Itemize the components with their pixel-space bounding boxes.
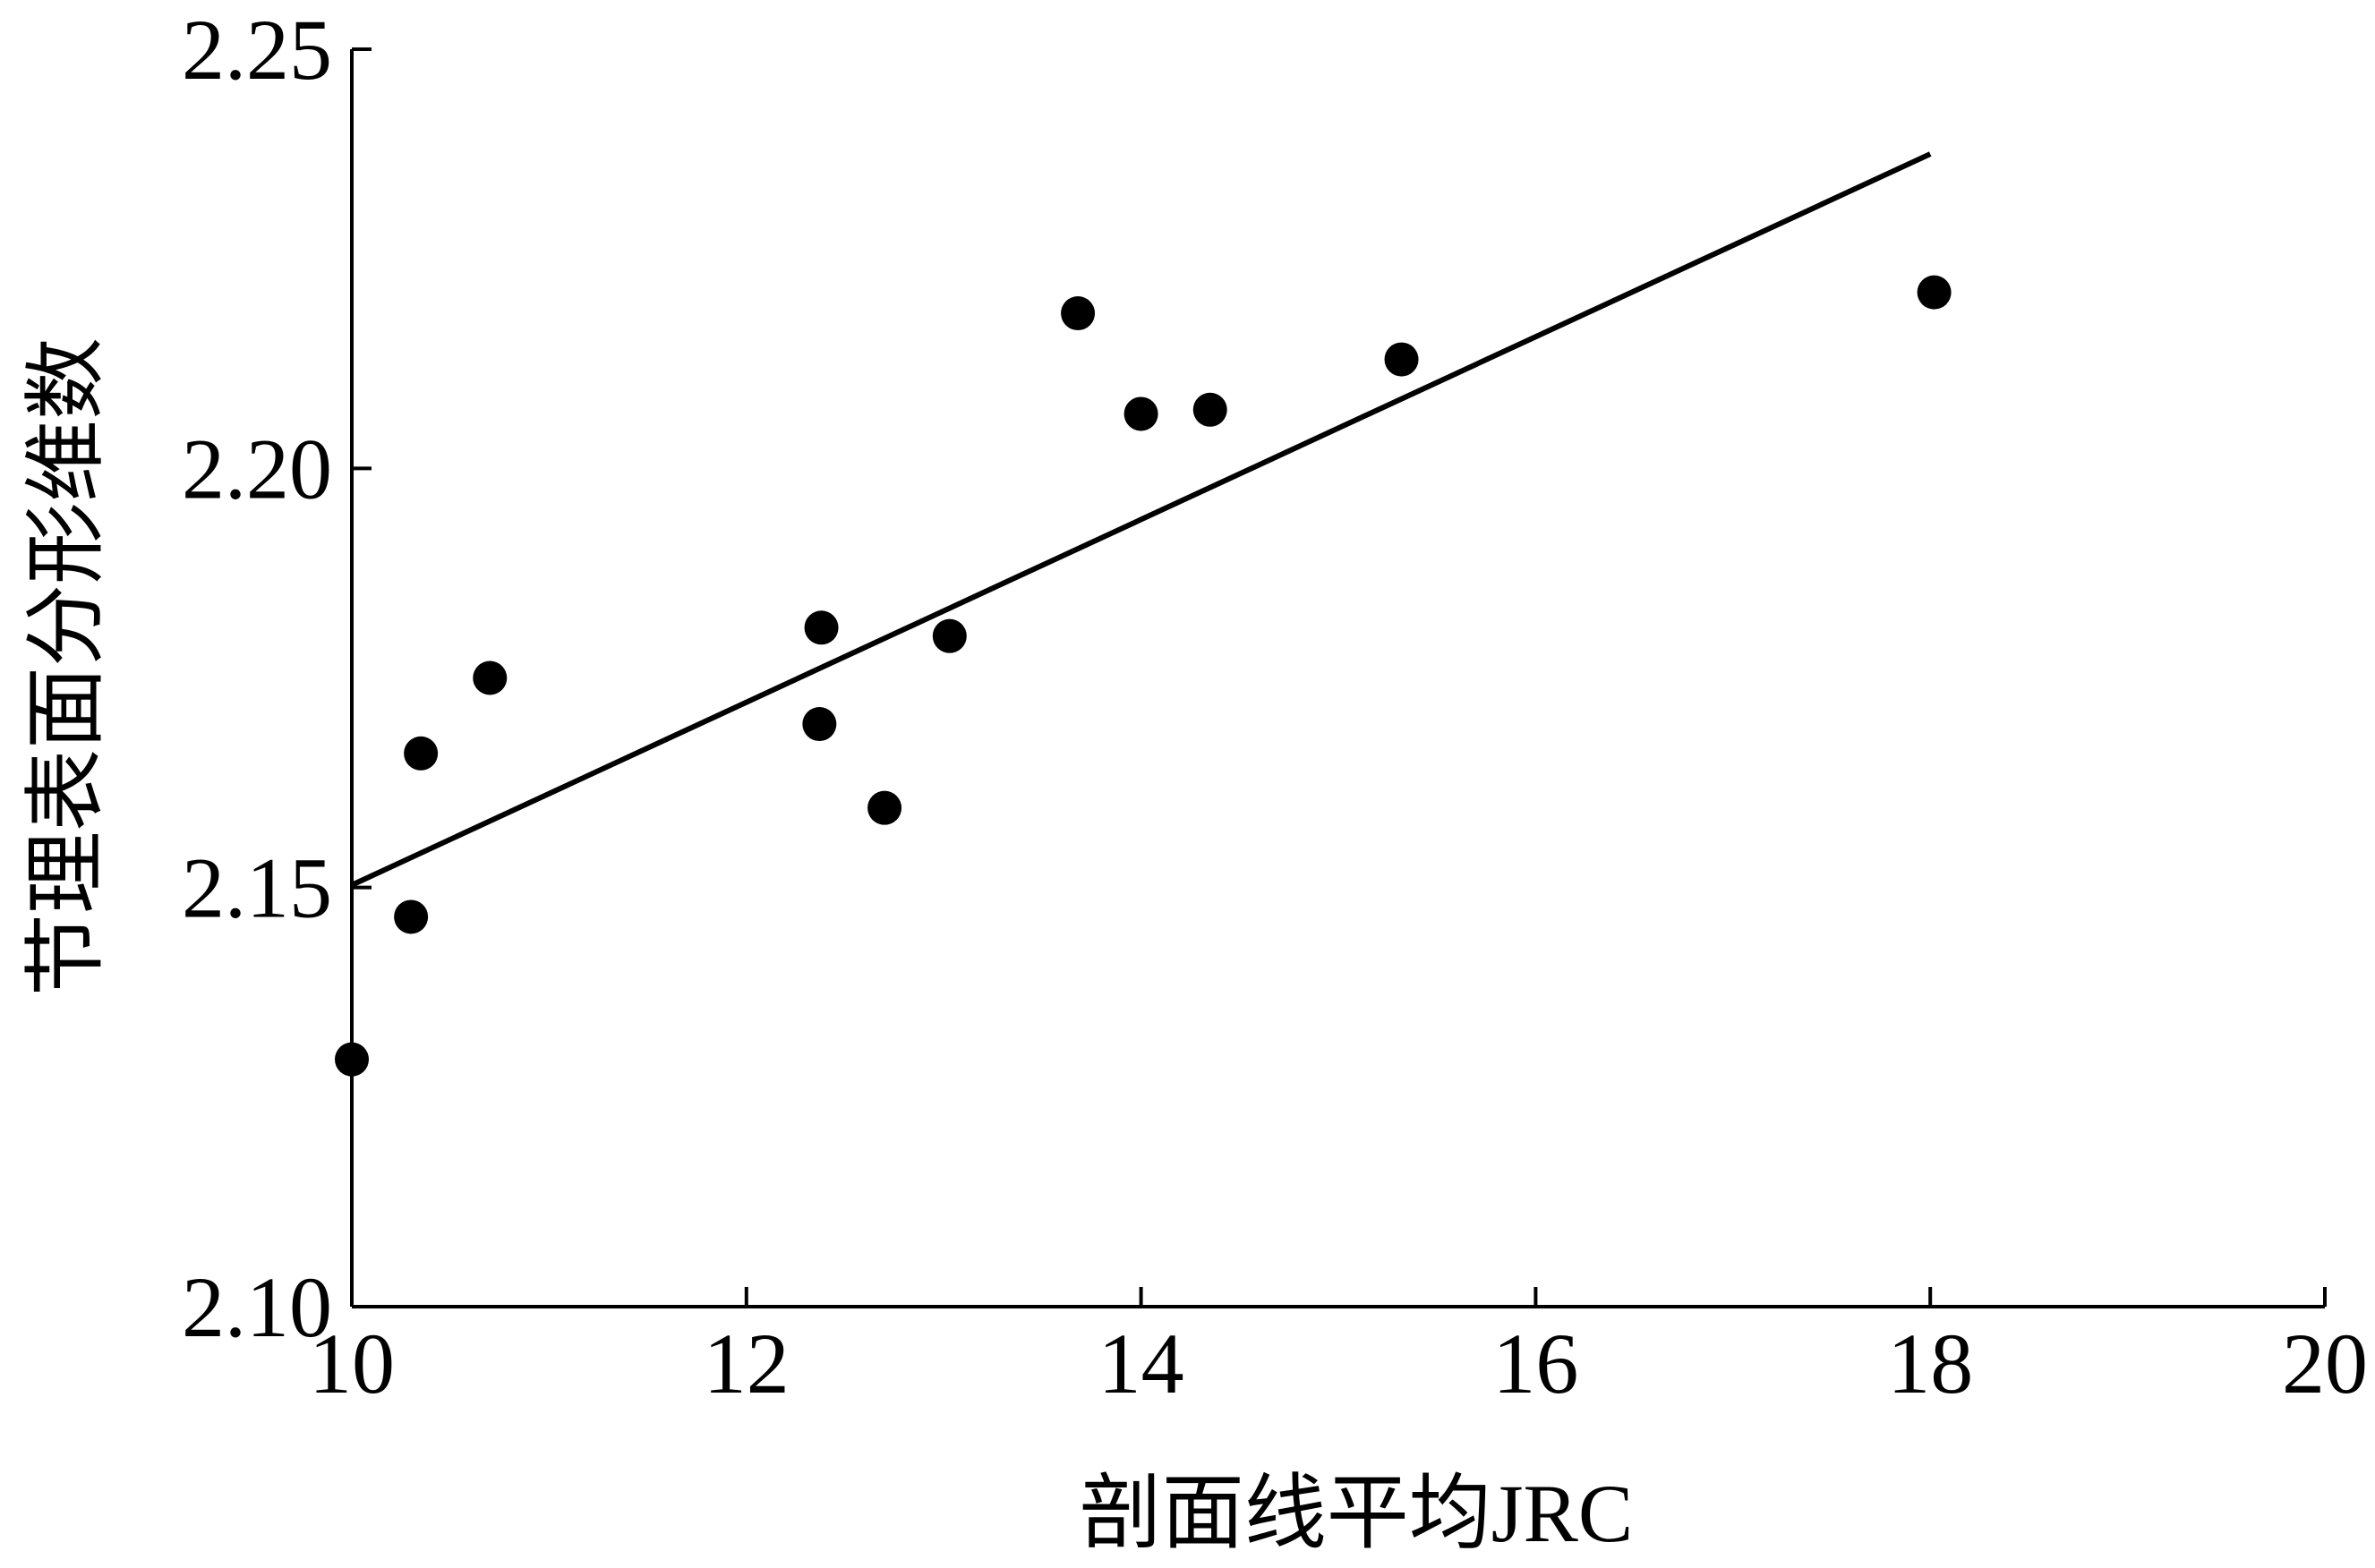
x-tick-label: 20	[2282, 1316, 2368, 1411]
data-point	[802, 707, 837, 742]
data-point	[404, 736, 439, 771]
data-point	[1917, 275, 1952, 310]
data-point	[1123, 396, 1158, 431]
data-point	[867, 790, 902, 825]
x-tick-label: 14	[1098, 1316, 1184, 1411]
data-point	[1061, 296, 1096, 331]
y-tick-label: 2.25	[182, 2, 332, 98]
data-point	[473, 660, 508, 695]
x-tick-label: 16	[1492, 1316, 1578, 1411]
data-point	[1384, 342, 1419, 377]
data-point	[394, 899, 429, 934]
y-tick-label: 2.10	[182, 1259, 332, 1355]
data-point	[804, 610, 839, 645]
y-tick-label: 2.15	[182, 840, 332, 936]
axes: 10 12 14 16 18 20 2.10 2.15 2.20 2.25	[182, 2, 2368, 1411]
regression-line	[350, 151, 1932, 888]
data-point	[1192, 392, 1227, 427]
data-points	[335, 275, 1952, 1077]
regression-line-group	[350, 151, 1932, 888]
y-tick-label: 2.20	[182, 421, 332, 516]
x-tick-label: 10	[309, 1316, 395, 1411]
axis-titles: 剖面线平均JRC 节理表面分形维数	[21, 337, 1633, 1559]
y-axis-title: 节理表面分形维数	[21, 337, 112, 996]
x-axis-title: 剖面线平均JRC	[1080, 1468, 1634, 1559]
data-point	[932, 618, 967, 653]
x-tick-label: 12	[704, 1316, 790, 1411]
data-point	[335, 1042, 369, 1077]
x-tick-label: 18	[1887, 1316, 1973, 1411]
